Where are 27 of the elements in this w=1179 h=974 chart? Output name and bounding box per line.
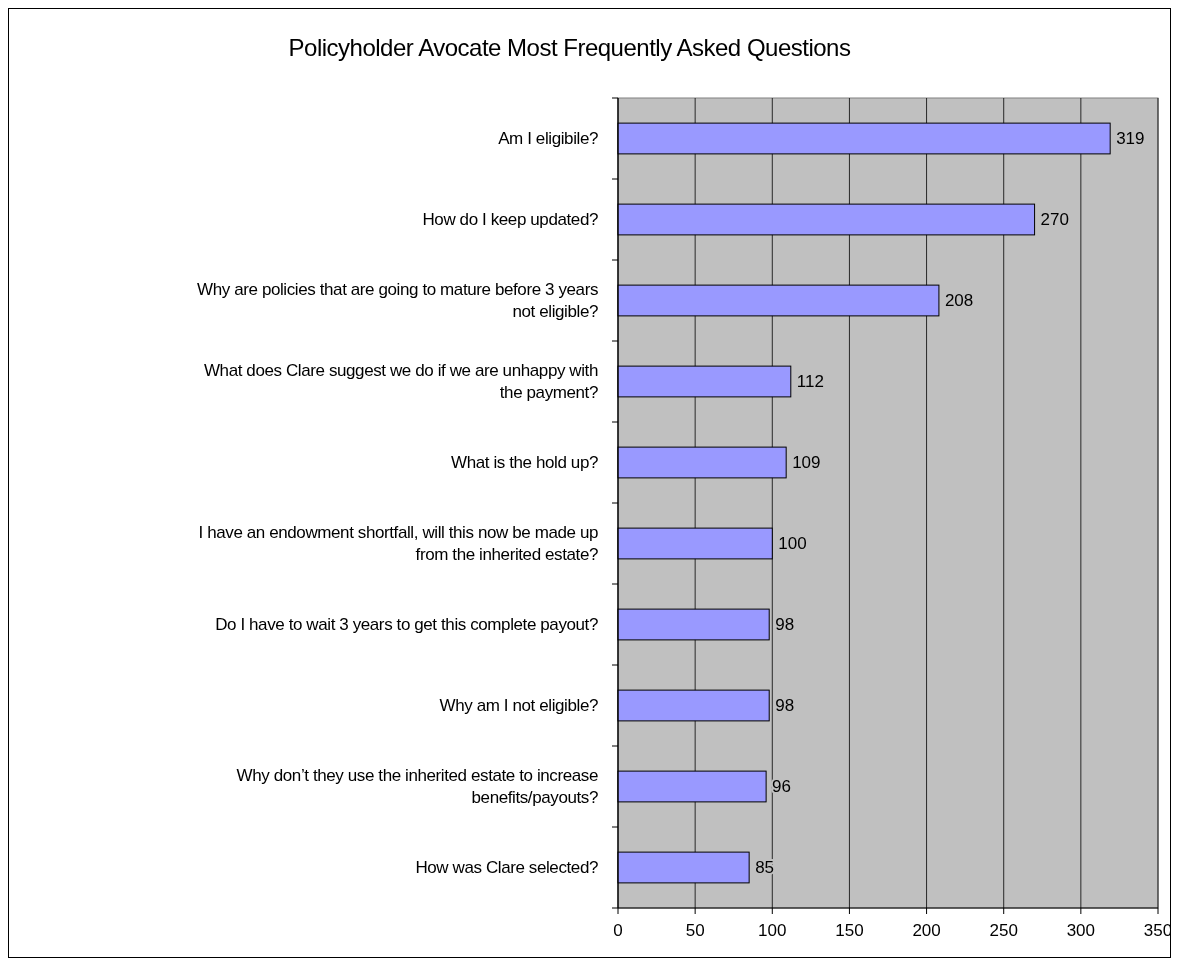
data-label: 112 [796,372,824,392]
y-tick-label: I have an endowment shortfall, will this now be made up from the inherited estate? [198,523,598,565]
y-tick-label: How do I keep updated? [422,210,598,230]
x-tick-label: 200 [912,921,941,940]
data-label: 98 [775,615,795,635]
y-tick-label: Why are policies that are going to mature before 3 years not eligible? [197,280,598,322]
y-tick-label: How was Clare selected? [415,858,598,878]
x-tick-label: 250 [989,921,1018,940]
data-label: 100 [778,534,807,554]
y-tick-label: What does Clare suggest we do if we are unhappy with the payment? [203,361,598,403]
x-tick-label: 0 [613,921,623,940]
data-label: 208 [944,291,974,311]
x-tick-label: 300 [1066,921,1096,940]
y-tick-label: Do I have to wait 3 years to get this complete payout? [215,615,598,635]
data-label: 319 [1116,129,1145,149]
data-label: 270 [1040,210,1069,230]
y-tick-label: Why don’t they use the inherited estate to increase benefits/payouts? [236,766,598,808]
x-tick-label: 50 [685,921,705,940]
x-tick-label: 100 [758,921,787,940]
chart-title: Policyholder Avocate Most Frequently Asked Questions [288,34,851,61]
data-label: 96 [772,777,792,797]
x-tick-label: 150 [835,921,864,940]
y-tick-label: What is the hold up? [451,453,598,473]
y-tick-label: Am I eligibile? [498,129,598,149]
data-label: 98 [775,696,795,716]
data-label: 109 [792,453,821,473]
y-tick-label: Why am I not eligible? [439,696,598,716]
